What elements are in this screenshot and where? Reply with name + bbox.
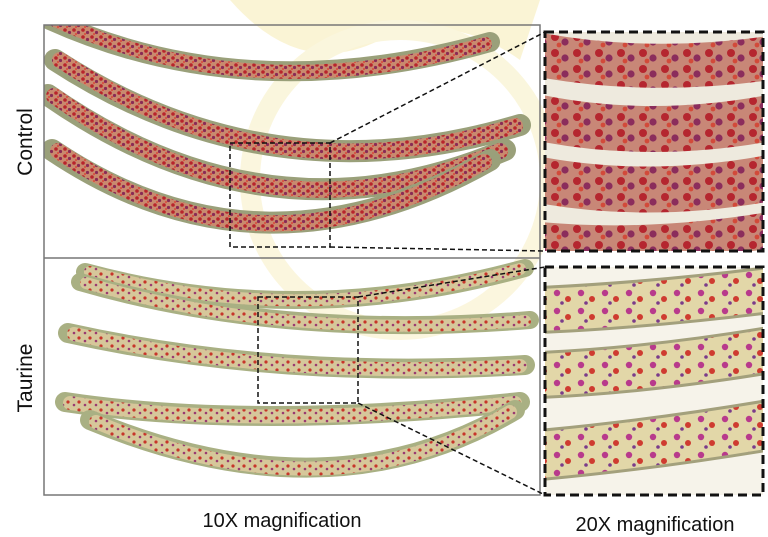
caption: 20X magnification (576, 514, 735, 536)
row-label: Control (14, 108, 37, 176)
taurine-zoom-image (540, 267, 768, 495)
row-label: Taurine (14, 344, 37, 413)
control-zoom-image (540, 32, 768, 251)
page: {"labels": {"control": "Control", "tauri… (0, 0, 768, 537)
leader-line (330, 247, 545, 251)
taurine-image (65, 268, 530, 469)
figure: Control Taurine 10X magnification 20X ma… (0, 0, 768, 537)
caption: 10X magnification (203, 510, 362, 532)
control-image (48, 20, 520, 223)
